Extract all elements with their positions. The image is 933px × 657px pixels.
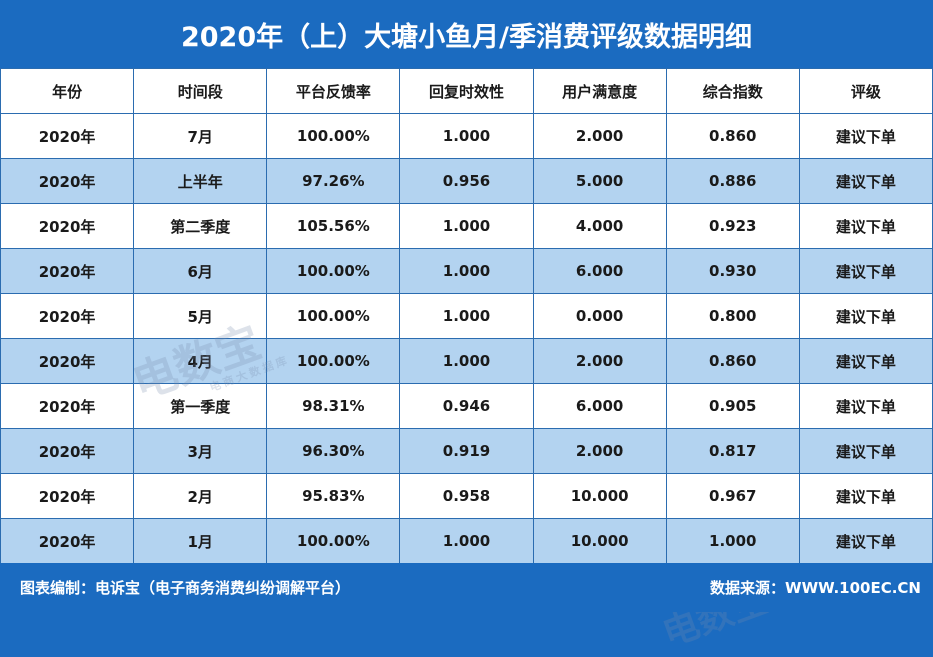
table-header-row: 年份 时间段 平台反馈率 回复时效性 用户满意度 综合指数 评级 <box>0 68 933 114</box>
cell-rating: 建议下单 <box>798 203 933 249</box>
cell-period: 6月 <box>133 248 268 294</box>
cell-feedback-rate: 100.00% <box>266 113 401 159</box>
table-row: 2020年 2月 95.83% 0.958 10.000 0.967 建议下单 <box>0 473 933 519</box>
cell-response-timeliness: 1.000 <box>399 248 534 294</box>
cell-user-satisfaction: 5.000 <box>532 158 667 204</box>
table-row: 2020年 3月 96.30% 0.919 2.000 0.817 建议下单 <box>0 428 933 474</box>
table-row: 2020年 1月 100.00% 1.000 10.000 1.000 建议下单 <box>0 518 933 564</box>
cell-feedback-rate: 98.31% <box>266 383 401 429</box>
cell-composite-index: 1.000 <box>665 518 800 564</box>
cell-feedback-rate: 100.00% <box>266 518 401 564</box>
page-title: 2020年（上）大塘小鱼月/季消费评级数据明细 <box>0 0 933 68</box>
footer-compiler: 图表编制：电诉宝（电子商务消费纠纷调解平台） <box>20 579 351 597</box>
cell-year: 2020年 <box>0 473 135 519</box>
header-user-satisfaction: 用户满意度 <box>532 68 667 114</box>
cell-year: 2020年 <box>0 113 135 159</box>
cell-year: 2020年 <box>0 338 135 384</box>
cell-composite-index: 0.800 <box>665 293 800 339</box>
cell-response-timeliness: 1.000 <box>399 518 534 564</box>
cell-feedback-rate: 100.00% <box>266 338 401 384</box>
cell-user-satisfaction: 10.000 <box>532 473 667 519</box>
cell-response-timeliness: 1.000 <box>399 113 534 159</box>
table-row: 2020年 7月 100.00% 1.000 2.000 0.860 建议下单 <box>0 113 933 159</box>
cell-rating: 建议下单 <box>798 158 933 204</box>
cell-feedback-rate: 100.00% <box>266 293 401 339</box>
cell-feedback-rate: 96.30% <box>266 428 401 474</box>
cell-composite-index: 0.886 <box>665 158 800 204</box>
table-row: 2020年 4月 100.00% 1.000 2.000 0.860 建议下单 <box>0 338 933 384</box>
cell-composite-index: 0.923 <box>665 203 800 249</box>
table-row: 2020年 5月 100.00% 1.000 0.000 0.800 建议下单 <box>0 293 933 339</box>
cell-response-timeliness: 0.956 <box>399 158 534 204</box>
rating-table: 年份 时间段 平台反馈率 回复时效性 用户满意度 综合指数 评级 2020年 7月… <box>0 68 933 564</box>
cell-period: 第一季度 <box>133 383 268 429</box>
cell-response-timeliness: 1.000 <box>399 293 534 339</box>
cell-user-satisfaction: 2.000 <box>532 338 667 384</box>
cell-composite-index: 0.860 <box>665 113 800 159</box>
cell-period: 4月 <box>133 338 268 384</box>
cell-year: 2020年 <box>0 293 135 339</box>
cell-rating: 建议下单 <box>798 428 933 474</box>
table-row: 2020年 上半年 97.26% 0.956 5.000 0.886 建议下单 <box>0 158 933 204</box>
footer-source: 数据来源：WWW.100EC.CN <box>710 579 921 597</box>
cell-feedback-rate: 105.56% <box>266 203 401 249</box>
cell-user-satisfaction: 6.000 <box>532 248 667 294</box>
table-row: 2020年 第二季度 105.56% 1.000 4.000 0.923 建议下单 <box>0 203 933 249</box>
cell-year: 2020年 <box>0 383 135 429</box>
cell-period: 1月 <box>133 518 268 564</box>
cell-user-satisfaction: 2.000 <box>532 113 667 159</box>
cell-composite-index: 0.817 <box>665 428 800 474</box>
cell-period: 3月 <box>133 428 268 474</box>
cell-composite-index: 0.905 <box>665 383 800 429</box>
cell-user-satisfaction: 10.000 <box>532 518 667 564</box>
header-period: 时间段 <box>133 68 268 114</box>
cell-feedback-rate: 95.83% <box>266 473 401 519</box>
cell-rating: 建议下单 <box>798 248 933 294</box>
cell-year: 2020年 <box>0 518 135 564</box>
cell-rating: 建议下单 <box>798 383 933 429</box>
cell-user-satisfaction: 2.000 <box>532 428 667 474</box>
data-table-container: 年份 时间段 平台反馈率 回复时效性 用户满意度 综合指数 评级 2020年 7月… <box>0 68 933 655</box>
cell-period: 5月 <box>133 293 268 339</box>
cell-rating: 建议下单 <box>798 473 933 519</box>
cell-feedback-rate: 97.26% <box>266 158 401 204</box>
cell-response-timeliness: 0.958 <box>399 473 534 519</box>
cell-period: 7月 <box>133 113 268 159</box>
cell-response-timeliness: 1.000 <box>399 338 534 384</box>
cell-year: 2020年 <box>0 248 135 294</box>
cell-composite-index: 0.967 <box>665 473 800 519</box>
cell-user-satisfaction: 0.000 <box>532 293 667 339</box>
cell-year: 2020年 <box>0 428 135 474</box>
table-row: 2020年 第一季度 98.31% 0.946 6.000 0.905 建议下单 <box>0 383 933 429</box>
cell-rating: 建议下单 <box>798 518 933 564</box>
cell-response-timeliness: 0.946 <box>399 383 534 429</box>
cell-rating: 建议下单 <box>798 293 933 339</box>
cell-user-satisfaction: 4.000 <box>532 203 667 249</box>
header-feedback-rate: 平台反馈率 <box>266 68 401 114</box>
cell-rating: 建议下单 <box>798 338 933 384</box>
table-row: 2020年 6月 100.00% 1.000 6.000 0.930 建议下单 <box>0 248 933 294</box>
cell-feedback-rate: 100.00% <box>266 248 401 294</box>
cell-year: 2020年 <box>0 158 135 204</box>
cell-composite-index: 0.930 <box>665 248 800 294</box>
table-body: 2020年 7月 100.00% 1.000 2.000 0.860 建议下单 2020年 上半… <box>0 113 933 564</box>
cell-period: 上半年 <box>133 158 268 204</box>
cell-year: 2020年 <box>0 203 135 249</box>
header-rating: 评级 <box>798 68 933 114</box>
header-response-timeliness: 回复时效性 <box>399 68 534 114</box>
footer-bar: 图表编制：电诉宝（电子商务消费纠纷调解平台） 数据来源：WWW.100EC.CN <box>0 563 933 612</box>
cell-rating: 建议下单 <box>798 113 933 159</box>
header-year: 年份 <box>0 68 135 114</box>
cell-response-timeliness: 1.000 <box>399 203 534 249</box>
cell-period: 2月 <box>133 473 268 519</box>
cell-response-timeliness: 0.919 <box>399 428 534 474</box>
header-composite-index: 综合指数 <box>665 68 800 114</box>
cell-composite-index: 0.860 <box>665 338 800 384</box>
cell-period: 第二季度 <box>133 203 268 249</box>
cell-user-satisfaction: 6.000 <box>532 383 667 429</box>
